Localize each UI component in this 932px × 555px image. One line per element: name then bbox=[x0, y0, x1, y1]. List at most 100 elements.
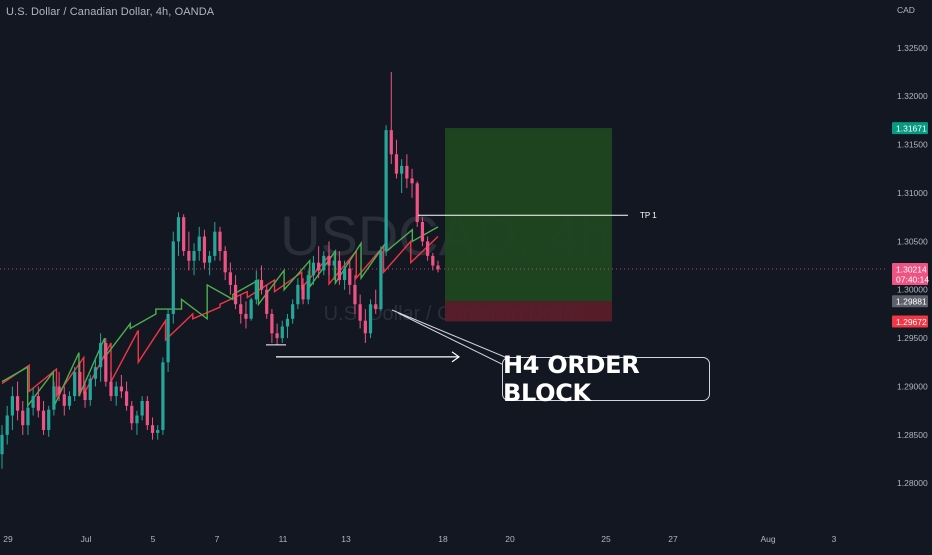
candle-body[interactable] bbox=[192, 251, 196, 261]
candle-body[interactable] bbox=[119, 386, 123, 392]
candle-body[interactable] bbox=[431, 255, 435, 266]
candle-body[interactable] bbox=[317, 262, 321, 271]
candle-body[interactable] bbox=[187, 251, 191, 261]
candle-body[interactable] bbox=[239, 304, 243, 314]
candle-body[interactable] bbox=[15, 396, 20, 411]
candle-body[interactable] bbox=[301, 284, 305, 300]
stop-zone[interactable] bbox=[445, 301, 612, 322]
candle-body[interactable] bbox=[218, 231, 222, 252]
candle-body[interactable] bbox=[114, 386, 118, 397]
candle-body[interactable] bbox=[62, 394, 66, 406]
candle-body[interactable] bbox=[31, 396, 35, 408]
candle-body[interactable] bbox=[420, 222, 425, 242]
candle-body[interactable] bbox=[394, 154, 399, 174]
candle-body[interactable] bbox=[348, 268, 352, 285]
candle-body[interactable] bbox=[244, 313, 248, 319]
x-tick-label: 5 bbox=[151, 534, 156, 544]
candle-body[interactable] bbox=[145, 400, 149, 426]
candle-body[interactable] bbox=[405, 165, 409, 179]
candle-body[interactable] bbox=[140, 400, 144, 416]
candle-body[interactable] bbox=[291, 304, 295, 319]
candle-body[interactable] bbox=[389, 130, 393, 155]
candle-body[interactable] bbox=[21, 410, 25, 426]
candle-body[interactable] bbox=[233, 284, 238, 305]
candle-body[interactable] bbox=[41, 410, 46, 431]
candle-body[interactable] bbox=[311, 262, 316, 276]
candle-body[interactable] bbox=[368, 304, 373, 334]
candle-body[interactable] bbox=[436, 265, 440, 270]
candle-body[interactable] bbox=[99, 342, 103, 368]
y-tick-label: 1.29000 bbox=[897, 381, 928, 391]
candle-body[interactable] bbox=[10, 396, 14, 416]
candle-body[interactable] bbox=[228, 272, 232, 285]
candle-body[interactable] bbox=[353, 284, 357, 305]
candle-body[interactable] bbox=[47, 409, 51, 431]
candle-body[interactable] bbox=[270, 313, 274, 334]
ema-slow-line bbox=[1, 236, 439, 399]
candle-body[interactable] bbox=[254, 280, 258, 300]
candle-body[interactable] bbox=[83, 391, 87, 401]
candle-body[interactable] bbox=[384, 130, 388, 252]
candle-body[interactable] bbox=[285, 318, 290, 327]
candle-body[interactable] bbox=[259, 280, 264, 290]
x-tick-label: 18 bbox=[438, 534, 448, 544]
candle-body[interactable] bbox=[36, 396, 40, 411]
candle-body[interactable] bbox=[0, 434, 4, 455]
candle-body[interactable] bbox=[296, 284, 300, 305]
candle-body[interactable] bbox=[337, 260, 341, 281]
candle-body[interactable] bbox=[379, 251, 383, 310]
candle-body[interactable] bbox=[93, 367, 98, 379]
candle-body[interactable] bbox=[410, 178, 414, 184]
x-tick-label: Aug bbox=[760, 534, 775, 544]
candle-body[interactable] bbox=[374, 304, 378, 310]
candle-body[interactable] bbox=[109, 381, 113, 397]
target-zone[interactable] bbox=[445, 128, 612, 302]
candle-body[interactable] bbox=[150, 425, 155, 433]
candle-body[interactable] bbox=[332, 260, 336, 266]
candle-body[interactable] bbox=[161, 362, 165, 431]
candle-body[interactable] bbox=[52, 386, 56, 410]
candle-body[interactable] bbox=[104, 342, 108, 382]
candle-body[interactable] bbox=[135, 415, 139, 424]
candle-body[interactable] bbox=[166, 313, 170, 363]
candle-body[interactable] bbox=[88, 378, 92, 401]
entry-price-badge-bg bbox=[892, 295, 928, 308]
candle-body[interactable] bbox=[26, 407, 30, 426]
candle-body[interactable] bbox=[5, 415, 9, 435]
candle-body[interactable] bbox=[249, 299, 253, 319]
candle-body[interactable] bbox=[124, 391, 129, 406]
candle-body[interactable] bbox=[213, 231, 217, 256]
candle-body[interactable] bbox=[265, 289, 269, 314]
candle-body[interactable] bbox=[322, 255, 326, 271]
candle-body[interactable] bbox=[182, 217, 186, 252]
candle-body[interactable] bbox=[363, 320, 367, 334]
x-tick-label: 25 bbox=[601, 534, 611, 544]
candle-body[interactable] bbox=[223, 251, 227, 273]
candle-body[interactable] bbox=[176, 217, 181, 242]
candle-body[interactable] bbox=[415, 183, 419, 223]
candle-body[interactable] bbox=[197, 236, 201, 252]
candle-body[interactable] bbox=[426, 241, 430, 256]
y-tick-label: 1.30000 bbox=[897, 285, 928, 295]
candle-body[interactable] bbox=[67, 396, 72, 406]
order-block-annotation[interactable]: H4 ORDER BLOCK bbox=[502, 351, 710, 407]
candle-body[interactable] bbox=[57, 386, 61, 395]
candle-body[interactable] bbox=[306, 275, 310, 300]
candle-body[interactable] bbox=[400, 165, 404, 174]
candle-body[interactable] bbox=[202, 236, 207, 263]
candle-body[interactable] bbox=[342, 268, 347, 281]
candle-body[interactable] bbox=[130, 405, 134, 424]
candle-body[interactable] bbox=[208, 255, 212, 263]
tp-label: TP 1 bbox=[640, 211, 657, 220]
candle-body[interactable] bbox=[280, 326, 284, 339]
candle-body[interactable] bbox=[358, 304, 362, 321]
candle-body[interactable] bbox=[275, 333, 279, 339]
candle-body[interactable] bbox=[327, 255, 331, 266]
candle-body[interactable] bbox=[156, 430, 160, 433]
candle-body[interactable] bbox=[78, 371, 82, 392]
stop-price-badge-bg bbox=[892, 315, 928, 328]
candle-body[interactable] bbox=[73, 371, 77, 397]
candle-body[interactable] bbox=[171, 241, 175, 314]
